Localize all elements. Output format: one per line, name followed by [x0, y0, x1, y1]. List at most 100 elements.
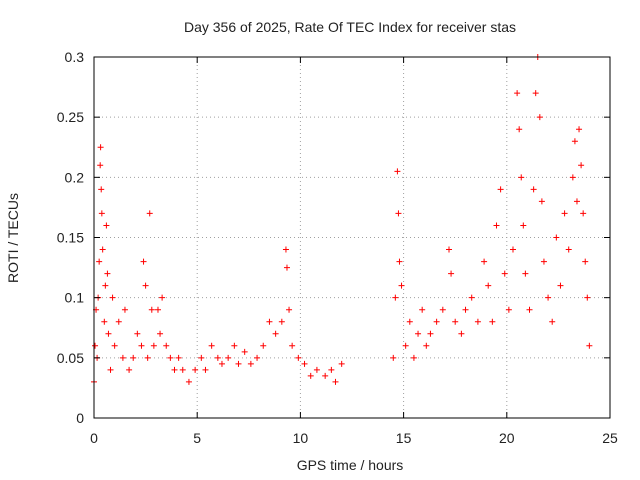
data-point	[582, 258, 589, 265]
data-point	[111, 342, 118, 349]
data-point	[390, 354, 397, 361]
y-tick-label: 0.1	[65, 290, 85, 306]
data-point	[295, 354, 302, 361]
y-tick-label: 0.15	[57, 230, 84, 246]
data-point	[179, 366, 186, 373]
data-point	[522, 270, 529, 277]
data-point	[102, 282, 109, 289]
data-point	[97, 162, 104, 169]
y-tick-label: 0.3	[65, 49, 85, 65]
data-point	[419, 306, 426, 313]
data-point	[415, 330, 422, 337]
data-point	[549, 318, 556, 325]
data-point	[526, 306, 533, 313]
data-point	[398, 282, 405, 289]
x-tick-label: 20	[499, 430, 515, 446]
data-point	[410, 354, 417, 361]
data-point	[96, 258, 103, 265]
data-point	[272, 330, 279, 337]
y-tick-label: 0.25	[57, 109, 84, 125]
data-point	[505, 306, 512, 313]
data-point	[516, 126, 523, 133]
x-tick-labels: 0 5 10 15 20 25	[90, 430, 618, 446]
data-point	[509, 246, 516, 253]
data-point	[468, 294, 475, 301]
data-point	[282, 246, 289, 253]
data-point	[218, 360, 225, 367]
x-tick-label: 15	[396, 430, 412, 446]
data-point	[322, 372, 329, 379]
y-tick-label: 0.05	[57, 350, 84, 366]
data-point	[452, 318, 459, 325]
data-point	[458, 330, 465, 337]
data-point	[395, 210, 402, 217]
data-point	[144, 354, 151, 361]
data-point	[307, 372, 314, 379]
data-point	[159, 294, 166, 301]
data-point	[448, 270, 455, 277]
data-point	[286, 306, 293, 313]
data-point	[119, 354, 126, 361]
data-point	[557, 282, 564, 289]
data-point	[231, 342, 238, 349]
x-axis-label: GPS time / hours	[297, 457, 404, 473]
data-point	[439, 306, 446, 313]
data-point	[497, 186, 504, 193]
data-point	[185, 378, 192, 385]
data-point	[289, 342, 296, 349]
data-point	[578, 162, 585, 169]
data-point	[254, 354, 261, 361]
data-point	[474, 318, 481, 325]
chart-title: Day 356 of 2025, Rate Of TEC Index for r…	[184, 19, 516, 35]
data-point	[571, 138, 578, 145]
x-tick-label: 0	[90, 430, 98, 446]
data-point	[493, 222, 500, 229]
data-point	[260, 342, 267, 349]
data-point	[586, 342, 593, 349]
x-tick-label: 25	[602, 430, 618, 446]
data-point	[202, 366, 209, 373]
data-point	[97, 144, 104, 151]
data-point	[538, 198, 545, 205]
data-point	[134, 330, 141, 337]
data-point	[532, 90, 539, 97]
data-point	[98, 210, 105, 217]
data-point	[192, 366, 199, 373]
data-points	[91, 54, 593, 385]
data-point	[394, 168, 401, 175]
data-point	[584, 294, 591, 301]
data-point	[101, 318, 108, 325]
data-point	[489, 318, 496, 325]
data-point	[148, 306, 155, 313]
data-point	[545, 294, 552, 301]
plot-frame	[93, 56, 611, 419]
data-point	[433, 318, 440, 325]
data-point	[520, 222, 527, 229]
data-point	[150, 342, 157, 349]
data-point	[105, 330, 112, 337]
y-axis-label: ROTI / TECUs	[5, 193, 21, 283]
data-point	[146, 210, 153, 217]
data-point	[163, 342, 170, 349]
data-point	[518, 174, 525, 181]
data-point	[501, 270, 508, 277]
data-point	[514, 90, 521, 97]
data-point	[235, 360, 242, 367]
data-point	[396, 258, 403, 265]
data-point	[540, 258, 547, 265]
data-point	[423, 342, 430, 349]
data-point	[171, 366, 178, 373]
data-point	[247, 360, 254, 367]
data-point	[92, 342, 99, 349]
data-point	[130, 354, 137, 361]
data-point	[167, 354, 174, 361]
data-point	[140, 258, 147, 265]
data-point	[530, 186, 537, 193]
axis-ticks	[93, 56, 611, 419]
data-point	[142, 282, 149, 289]
data-point	[573, 198, 580, 205]
y-tick-label: 0	[76, 410, 84, 426]
data-point	[241, 348, 248, 355]
data-point	[126, 366, 133, 373]
data-point	[214, 354, 221, 361]
